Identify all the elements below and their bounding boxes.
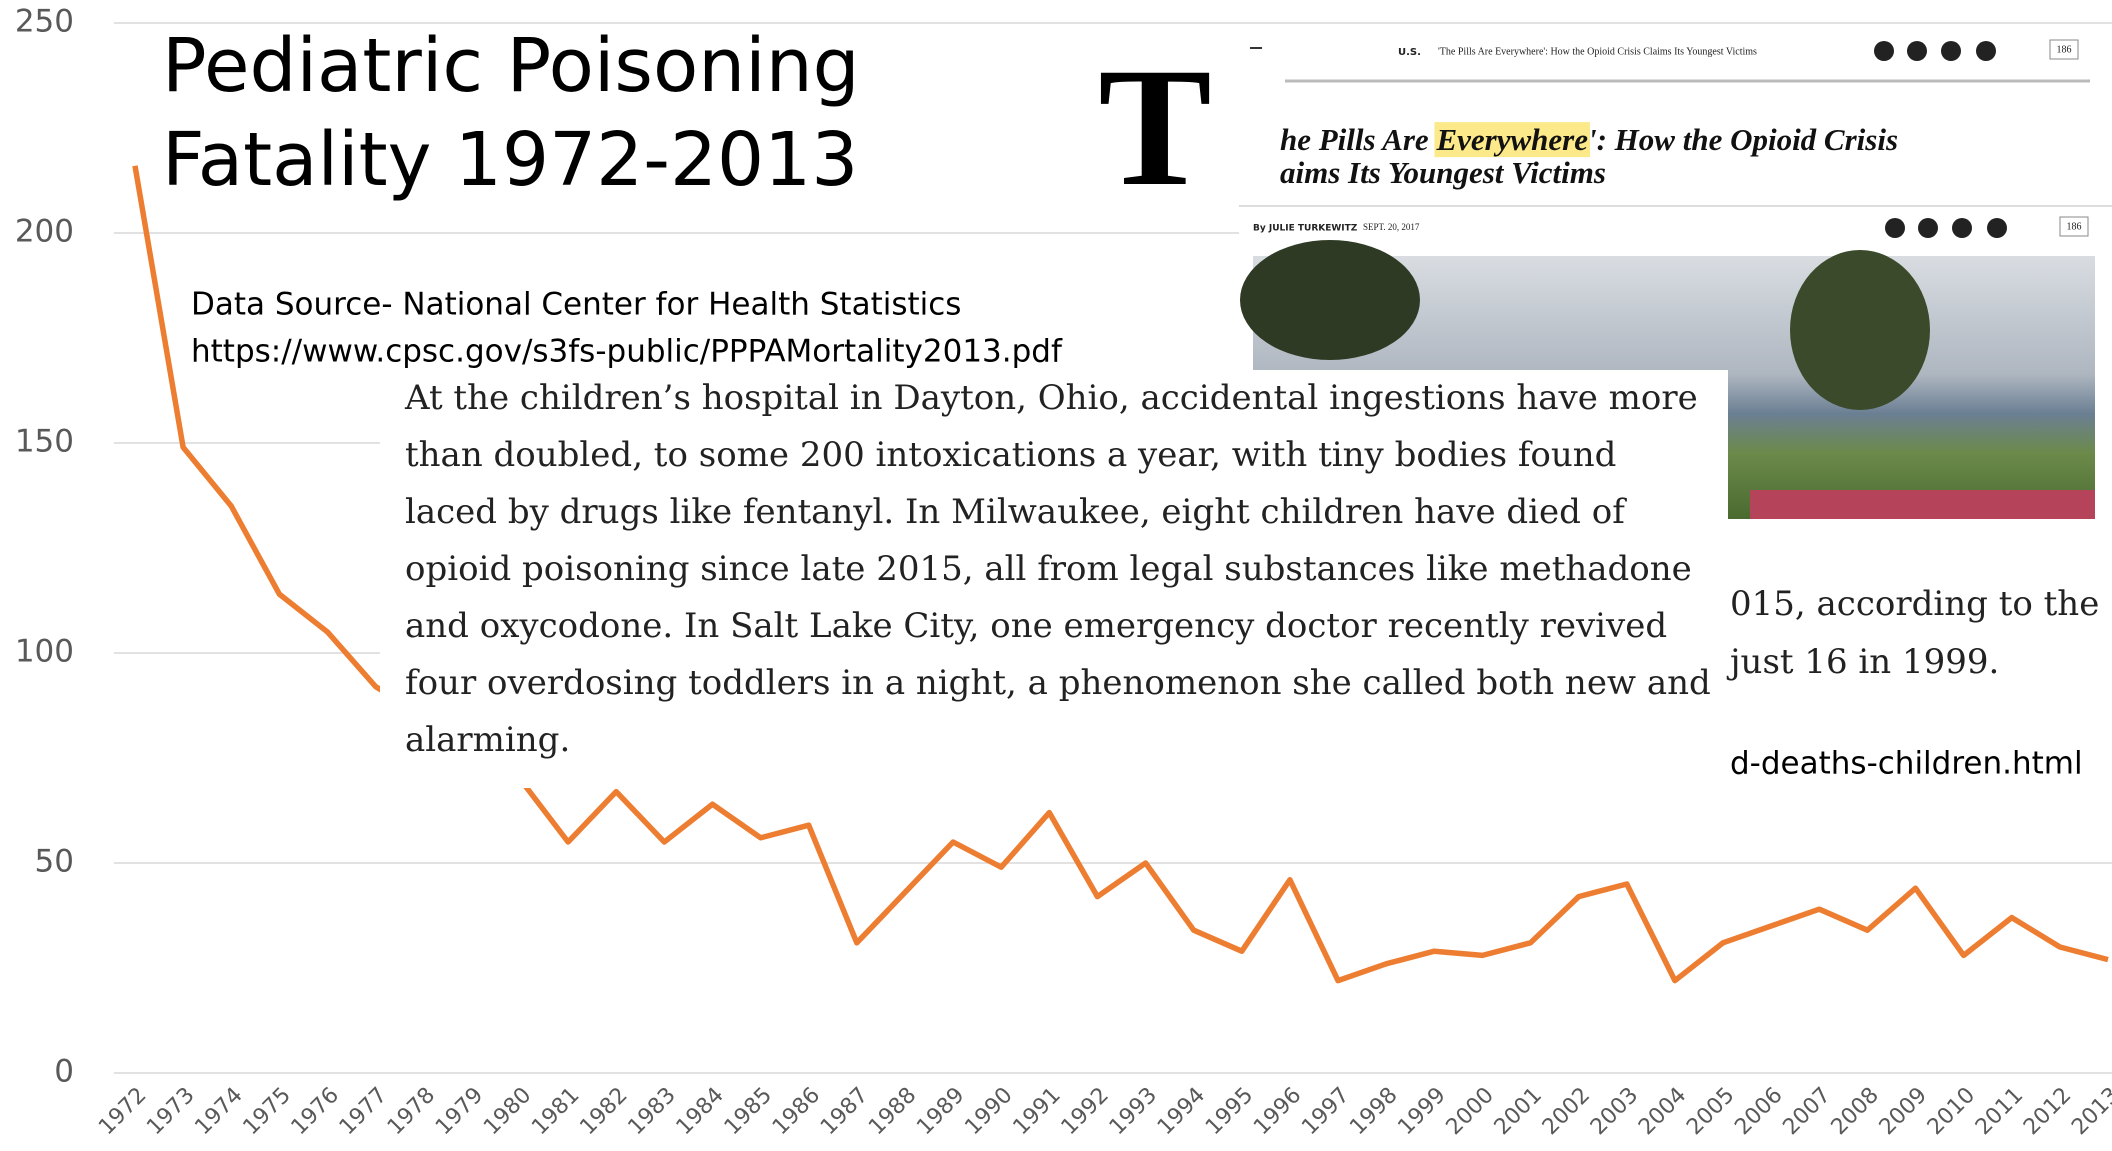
y-tick-label: 50 bbox=[35, 844, 74, 880]
x-tick-label: 1986 bbox=[768, 1083, 825, 1140]
x-tick-label: 1996 bbox=[1249, 1083, 1306, 1140]
title-line: Fatality 1972-2013 bbox=[162, 117, 858, 203]
x-tick-label: 2005 bbox=[1682, 1083, 1739, 1140]
source-url: https://www.cpsc.gov/s3fs-public/PPPAMor… bbox=[191, 334, 1063, 370]
source-text: Data Source- National Center for Health … bbox=[191, 287, 961, 323]
nyt-logo: T bbox=[1098, 33, 1211, 221]
x-tick-label: 2001 bbox=[1490, 1083, 1547, 1140]
x-tick-label: 1975 bbox=[239, 1083, 296, 1140]
x-tick-label: 1976 bbox=[287, 1083, 344, 1140]
x-tick-label: 1990 bbox=[960, 1083, 1017, 1140]
quote-line: At the children’s hospital in Dayton, Oh… bbox=[404, 378, 1698, 418]
divider bbox=[1239, 205, 2112, 207]
x-tick-label: 1998 bbox=[1345, 1083, 1402, 1140]
quote-line: and oxycodone. In Salt Lake City, one em… bbox=[405, 606, 1667, 646]
x-tick-label: 1977 bbox=[335, 1083, 392, 1140]
article-fragment: just 16 in 1999. bbox=[1726, 642, 1999, 682]
x-tick-label: 2009 bbox=[1875, 1083, 1932, 1140]
headline-part: ': How the Opioid Crisis bbox=[1588, 122, 1898, 157]
quote-line: than doubled, to some 200 intoxications … bbox=[405, 435, 1616, 475]
headline: he Pills Are Everywhere': How the Opioid… bbox=[1280, 122, 1898, 157]
x-tick-label: 1974 bbox=[190, 1083, 247, 1140]
comment-count: 186 bbox=[2057, 44, 2072, 55]
x-tick-label: 2004 bbox=[1634, 1083, 1691, 1140]
x-tick-label: 1983 bbox=[624, 1083, 681, 1140]
x-tick-label: 2000 bbox=[1442, 1083, 1499, 1140]
section: U.S. bbox=[1398, 47, 1421, 58]
byline: By JULIE TURKEWITZ bbox=[1253, 224, 1358, 234]
x-tick-label: 1981 bbox=[527, 1083, 584, 1140]
x-tick-label: 1985 bbox=[720, 1083, 777, 1140]
x-tick-label: 1987 bbox=[816, 1083, 873, 1140]
article-fragment: 015, according to the bbox=[1730, 584, 2099, 624]
x-tick-label: 1991 bbox=[1009, 1083, 1066, 1140]
x-tick-label: 1997 bbox=[1297, 1083, 1354, 1140]
y-tick-label: 200 bbox=[15, 214, 74, 250]
y-tick-label: 0 bbox=[54, 1054, 74, 1090]
comment-count: 186 bbox=[2067, 221, 2082, 232]
headline: aims Its Youngest Victims bbox=[1280, 155, 1606, 190]
date: SEPT. 20, 2017 bbox=[1363, 222, 1420, 232]
quote: At the children’s hospital in Dayton, Oh… bbox=[404, 378, 1711, 760]
x-tick-label: 2002 bbox=[1538, 1083, 1595, 1140]
x-tick-label: 1980 bbox=[479, 1083, 536, 1140]
quote-line: four overdosing toddlers in a night, a p… bbox=[405, 663, 1711, 703]
quote-line: laced by drugs like fentanyl. In Milwauk… bbox=[405, 492, 1627, 532]
x-tick-label: 1994 bbox=[1153, 1083, 1210, 1140]
x-tick-label: 1988 bbox=[864, 1083, 921, 1140]
x-tick-label: 1993 bbox=[1105, 1083, 1162, 1140]
x-tick-label: 2011 bbox=[1971, 1083, 2028, 1140]
y-tick-label: 100 bbox=[15, 634, 74, 670]
title-line: Pediatric Poisoning bbox=[162, 23, 860, 109]
quote-line: opioid poisoning since late 2015, all fr… bbox=[405, 549, 1692, 589]
x-tick-label: 1973 bbox=[142, 1083, 199, 1140]
chart: 0501001502002501972197319741975197619771… bbox=[0, 0, 2112, 1151]
y-tick-label: 250 bbox=[15, 4, 74, 40]
x-tick-label: 1992 bbox=[1057, 1083, 1114, 1140]
x-tick-label: 1995 bbox=[1201, 1083, 1258, 1140]
photo-tree bbox=[1240, 240, 1420, 360]
x-tick-label: 2013 bbox=[2067, 1083, 2112, 1140]
x-tick-label: 1984 bbox=[672, 1083, 729, 1140]
x-tick-label: 1982 bbox=[575, 1083, 632, 1140]
photo-flowers bbox=[1750, 490, 2095, 519]
x-tick-label: 2012 bbox=[2019, 1083, 2076, 1140]
x-tick-label: 1978 bbox=[383, 1083, 440, 1140]
article-fragment: d-deaths-children.html bbox=[1730, 746, 2083, 782]
headline-part: he Pills Are bbox=[1280, 122, 1436, 157]
x-tick-label: 1999 bbox=[1394, 1083, 1451, 1140]
photo-tree bbox=[1790, 250, 1930, 410]
x-tick-label: 1979 bbox=[431, 1083, 488, 1140]
headline-highlight: Everywhere bbox=[1435, 122, 1588, 157]
x-tick-label: 2008 bbox=[1827, 1083, 1884, 1140]
x-tick-label: 2007 bbox=[1778, 1083, 1835, 1140]
x-tick-label: 1989 bbox=[912, 1083, 969, 1140]
y-tick-label: 150 bbox=[15, 424, 74, 460]
x-tick-label: 2003 bbox=[1586, 1083, 1643, 1140]
tab-title: 'The Pills Are Everywhere': How the Opio… bbox=[1438, 46, 1757, 57]
x-tick-label: 2010 bbox=[1923, 1083, 1980, 1140]
x-tick-label: 1972 bbox=[94, 1083, 151, 1140]
quote-line: alarming. bbox=[405, 720, 570, 760]
x-tick-label: 2006 bbox=[1730, 1083, 1787, 1140]
